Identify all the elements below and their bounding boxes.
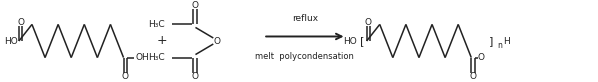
Text: O: O (191, 1, 199, 10)
Text: O: O (365, 18, 372, 27)
Text: O: O (122, 72, 129, 81)
Text: HO: HO (343, 36, 357, 46)
Text: [: [ (359, 36, 364, 46)
Text: O: O (469, 72, 477, 81)
Text: H: H (504, 36, 510, 46)
Text: +: + (157, 35, 167, 47)
Text: H₃C: H₃C (148, 20, 164, 29)
Text: HO: HO (4, 36, 18, 46)
Text: H₃C: H₃C (148, 53, 164, 62)
Text: n: n (498, 41, 502, 50)
Text: O: O (477, 53, 484, 62)
Text: O: O (17, 18, 24, 27)
Text: melt  polycondensation: melt polycondensation (255, 52, 354, 61)
Text: ]: ] (489, 36, 493, 46)
Text: O: O (191, 72, 199, 81)
Text: O: O (213, 36, 220, 46)
Text: OH: OH (135, 53, 149, 62)
Text: reflux: reflux (292, 14, 318, 23)
